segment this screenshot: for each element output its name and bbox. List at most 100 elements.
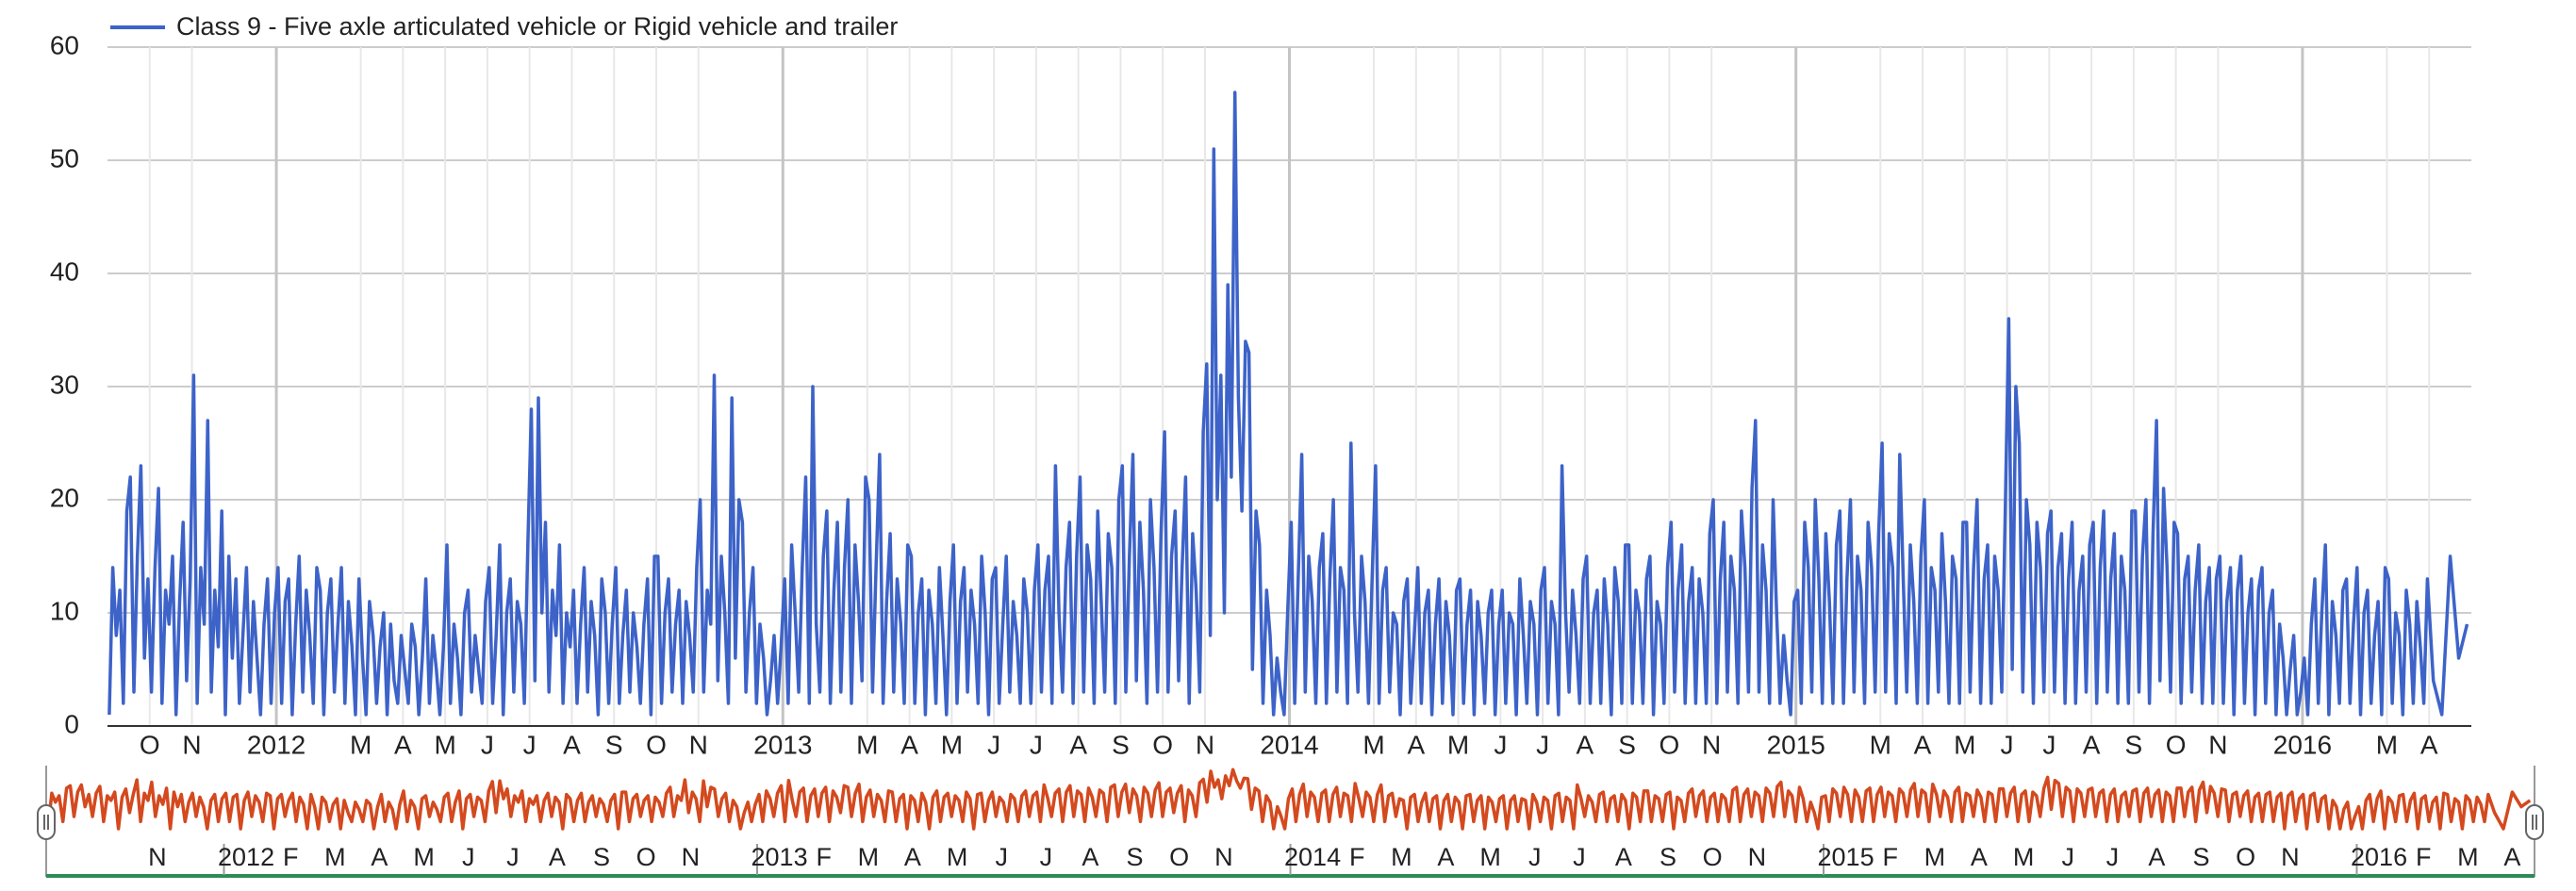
- x-tick-label: S: [1618, 730, 1636, 759]
- y-tick-label: 30: [50, 370, 79, 399]
- x-tick-label: M: [434, 730, 455, 759]
- x-tick-label: N: [1196, 730, 1214, 759]
- navigator-tick-label: F: [283, 843, 299, 871]
- x-tick-label: 2012: [247, 730, 305, 759]
- x-tick-label: A: [2083, 730, 2101, 759]
- legend: Class 9 - Five axle articulated vehicle …: [110, 12, 898, 41]
- x-tick-label: O: [1152, 730, 1173, 759]
- x-tick-label: 2014: [1260, 730, 1318, 759]
- navigator-tick-label: N: [682, 843, 701, 871]
- navigator-tick-label: N: [1748, 843, 1767, 871]
- x-tick-label: 2016: [2273, 730, 2332, 759]
- navigator-tick-label: A: [1437, 843, 1454, 871]
- range-handle-left[interactable]: [37, 804, 56, 840]
- navigator-tick-label: F: [1349, 843, 1365, 871]
- y-tick-label: 0: [64, 709, 79, 738]
- x-tick-label: N: [689, 730, 708, 759]
- x-tick-label: A: [394, 730, 412, 759]
- navigator-tick-label: M: [2457, 843, 2479, 871]
- navigator-tick-label: J: [995, 843, 1008, 871]
- x-tick-label: J: [2001, 730, 2014, 759]
- x-tick-label: J: [987, 730, 1000, 759]
- navigator-tick-label: O: [2236, 843, 2255, 871]
- x-tick-label: S: [1112, 730, 1130, 759]
- y-tick-label: 60: [50, 30, 79, 59]
- y-tick-label: 20: [50, 483, 79, 512]
- x-tick-label: 2013: [753, 730, 812, 759]
- x-tick-label: N: [2208, 730, 2227, 759]
- navigator-tick-label: 2014: [1284, 843, 1341, 871]
- x-tick-label: A: [1407, 730, 1425, 759]
- x-tick-label: O: [1660, 730, 1680, 759]
- navigator-tick-label: O: [636, 843, 656, 871]
- x-tick-label: O: [2166, 730, 2187, 759]
- navigator-tick-label: J: [1528, 843, 1542, 871]
- y-tick-label: 40: [50, 256, 79, 286]
- x-tick-label: J: [1030, 730, 1043, 759]
- x-tick-label: J: [1494, 730, 1507, 759]
- range-handle-right[interactable]: [2525, 804, 2544, 840]
- x-tick-label: M: [350, 730, 372, 759]
- navigator-handles[interactable]: [37, 804, 2544, 840]
- y-tick-label: 10: [50, 596, 79, 625]
- range-navigator[interactable]: N 2012 F M A M J J A S O N 2013 F M A M J J A S O N 2014 F M A M J J A…: [45, 766, 2535, 878]
- x-tick-label: N: [182, 730, 201, 759]
- x-tick-label: M: [1362, 730, 1384, 759]
- navigator-tick-label: 2012: [218, 843, 274, 871]
- x-tick-label: N: [1702, 730, 1721, 759]
- navigator-tick-label: A: [549, 843, 566, 871]
- navigator-tick-label: J: [2106, 843, 2120, 871]
- x-tick-label: S: [605, 730, 623, 759]
- navigator-tick-label: F: [2416, 843, 2432, 871]
- x-tick-label: J: [523, 730, 537, 759]
- legend-label: Class 9 - Five axle articulated vehicle …: [176, 12, 898, 41]
- navigator-tick-label: 2016: [2351, 843, 2407, 871]
- navigator-tick-label: S: [1127, 843, 1144, 871]
- x-tick-label: 2015: [1767, 730, 1825, 759]
- x-tick-label: A: [2420, 730, 2438, 759]
- navigator-tick-label: S: [1660, 843, 1676, 871]
- x-tick-label: A: [1577, 730, 1594, 759]
- navigator-tick-label: J: [462, 843, 475, 871]
- x-tick-label: J: [1536, 730, 1549, 759]
- navigator-tick-label: A: [371, 843, 388, 871]
- x-tick-label: J: [2042, 730, 2056, 759]
- navigator-tick-label: J: [506, 843, 520, 871]
- navigator-tick-label: O: [1703, 843, 1723, 871]
- navigator-tick-label: N: [148, 843, 167, 871]
- x-tick-label: A: [1914, 730, 1932, 759]
- x-tick-label: A: [1069, 730, 1087, 759]
- navigator-tick-label: F: [816, 843, 832, 871]
- navigator-tick-label: A: [2148, 843, 2165, 871]
- navigator-tick-label: M: [947, 843, 968, 871]
- navigator-tick-label: O: [1169, 843, 1189, 871]
- navigator-tick-label: M: [1479, 843, 1501, 871]
- navigator-tick-label: F: [1882, 843, 1898, 871]
- navigator-tick-label: J: [1573, 843, 1586, 871]
- navigator-tick-label: A: [1082, 843, 1098, 871]
- x-tick-label: S: [2125, 730, 2143, 759]
- x-tick-label: M: [1954, 730, 1975, 759]
- x-tick-label: M: [856, 730, 878, 759]
- x-tick-label: A: [563, 730, 581, 759]
- navigator-tick-label: J: [1040, 843, 1053, 871]
- navigator-tick-label: A: [2503, 843, 2520, 871]
- navigator-tick-label: N: [1214, 843, 1233, 871]
- navigator-tick-label: A: [904, 843, 921, 871]
- navigator-tick-label: S: [593, 843, 610, 871]
- data-line: [107, 91, 2469, 717]
- plot: [107, 91, 2469, 717]
- navigator-tick-label: A: [1971, 843, 1988, 871]
- navigator-tick-label: 2013: [751, 843, 808, 871]
- navigator-tick-label: A: [1615, 843, 1632, 871]
- x-tick-label: A: [900, 730, 918, 759]
- navigator-tick-label: 2015: [1818, 843, 1874, 871]
- navigator-tick-label: N: [2281, 843, 2300, 871]
- x-tick-label: M: [1870, 730, 1891, 759]
- x-tick-label: M: [2376, 730, 2398, 759]
- navigator-tick-label: M: [1924, 843, 1946, 871]
- navigator-tick-label: S: [2193, 843, 2210, 871]
- navigator-line: [46, 767, 2532, 831]
